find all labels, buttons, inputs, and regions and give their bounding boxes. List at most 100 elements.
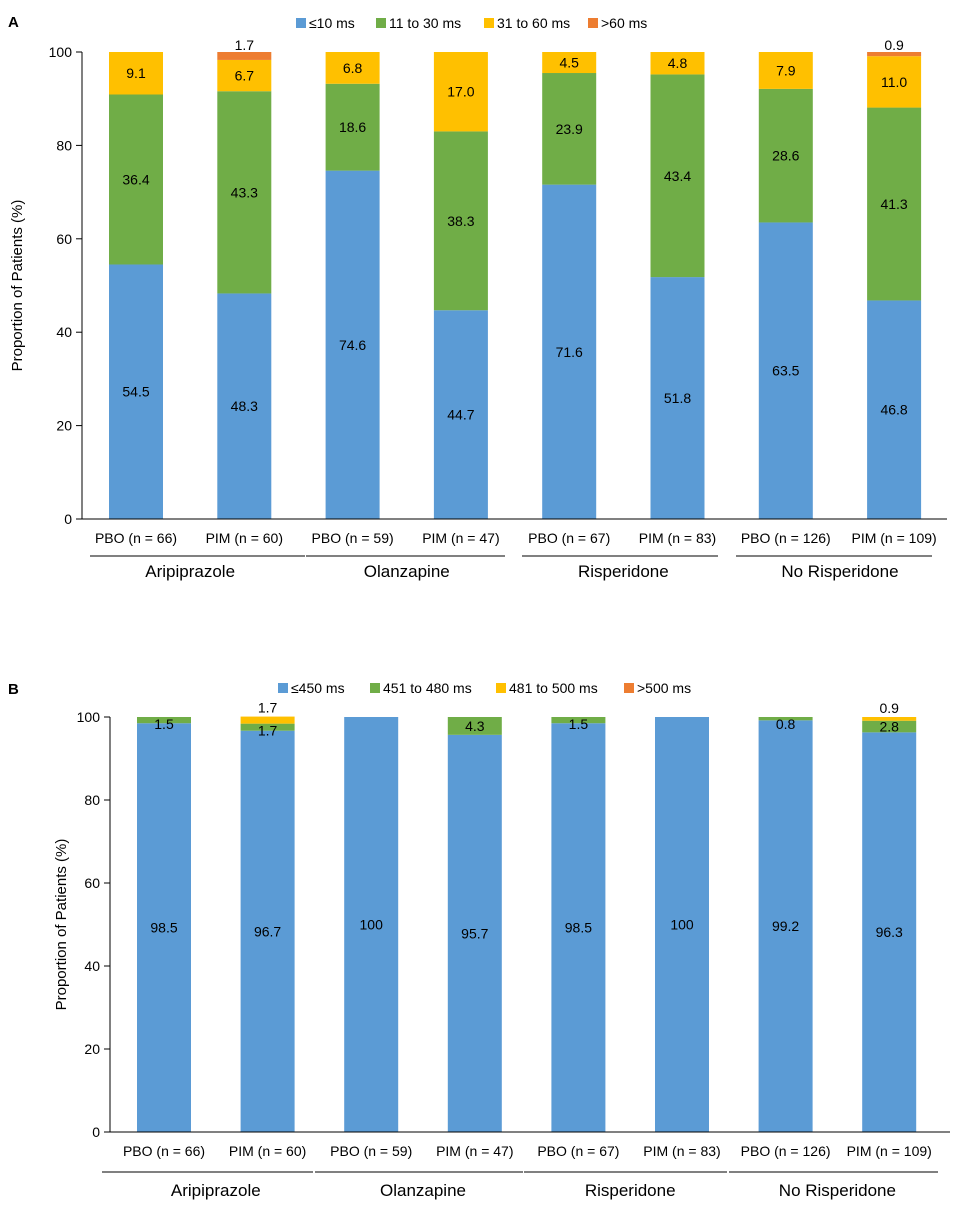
panel-label: B — [8, 681, 19, 698]
x-tick-label: PIM (n = 47) — [422, 530, 499, 546]
group-label: Olanzapine — [364, 562, 450, 581]
bar-segment — [650, 74, 705, 278]
x-tick-label: PIM (n = 109) — [847, 1143, 932, 1159]
data-label: 48.3 — [231, 398, 258, 414]
data-label: 38.3 — [447, 213, 474, 229]
x-tick-label: PIM (n = 60) — [229, 1143, 306, 1159]
y-tick-label: 100 — [77, 709, 101, 725]
bar-segment — [542, 52, 597, 74]
data-label: 6.8 — [343, 60, 363, 76]
data-label: 6.7 — [235, 68, 255, 84]
bar-segment — [447, 734, 502, 1132]
legend-label: >60 ms — [601, 15, 647, 31]
data-label: 17.0 — [447, 84, 474, 100]
data-label: 23.9 — [556, 121, 583, 137]
group-label: Risperidone — [578, 562, 669, 581]
y-tick-label: 80 — [56, 137, 72, 153]
x-tick-label: PBO (n = 126) — [741, 1143, 831, 1159]
x-tick-label: PBO (n = 126) — [741, 530, 831, 546]
data-label: 43.4 — [664, 168, 691, 184]
data-label: 7.9 — [776, 62, 796, 78]
data-label: 46.8 — [880, 402, 907, 418]
bar-segment — [217, 59, 272, 92]
panel-b: B ≤450 ms 451 to 480 ms 481 to 500 ms >500 m… — [8, 680, 950, 1200]
data-label: 1.5 — [154, 716, 174, 732]
x-tick-label: PBO (n = 59) — [312, 530, 394, 546]
data-label: 98.5 — [565, 920, 592, 936]
bar-segment — [240, 730, 295, 1132]
data-label: 96.7 — [254, 923, 281, 939]
data-label: 100 — [360, 917, 384, 933]
y-tick-label: 0 — [92, 1124, 100, 1140]
data-label: 1.7 — [258, 723, 278, 739]
y-axis-label: Proportion of Patients (%) — [53, 839, 70, 1011]
bar-segment — [240, 723, 295, 731]
bar-segment — [867, 52, 922, 57]
x-tick-label: PBO (n = 67) — [537, 1143, 619, 1159]
data-label: 9.1 — [126, 65, 146, 81]
bar-segment — [758, 52, 813, 89]
x-tick-label: PIM (n = 83) — [643, 1143, 720, 1159]
y-tick-label: 80 — [84, 792, 100, 808]
data-label: 11.0 — [881, 74, 907, 90]
bar-segment — [137, 717, 191, 724]
bar-segment — [137, 723, 191, 1132]
x-tick-label: PBO (n = 66) — [123, 1143, 205, 1159]
y-tick-label: 100 — [49, 44, 73, 60]
y-tick-label: 20 — [84, 1041, 100, 1057]
legend-label: 11 to 30 ms — [389, 15, 461, 31]
legend-swatch — [588, 18, 598, 28]
y-axis-label: Proportion of Patients (%) — [9, 200, 26, 372]
bar-segment — [433, 310, 488, 519]
legend-swatch — [376, 18, 386, 28]
bar-segment — [758, 720, 813, 1132]
data-label: 43.3 — [231, 184, 258, 200]
bar-segment — [551, 723, 606, 1132]
legend-label: 31 to 60 ms — [497, 15, 570, 31]
data-label: 44.7 — [447, 407, 474, 423]
y-tick-label: 40 — [84, 958, 100, 974]
legend-swatch — [278, 683, 288, 693]
bar-segment — [542, 73, 597, 185]
bar-segment — [758, 717, 813, 721]
bar-segment — [551, 717, 606, 724]
data-label: 36.4 — [122, 171, 149, 187]
x-tick-label: PIM (n = 109) — [851, 530, 936, 546]
x-tick-label: PIM (n = 83) — [639, 530, 716, 546]
data-label: 41.3 — [880, 196, 907, 212]
panel-label: A — [8, 14, 19, 31]
x-tick-label: PIM (n = 47) — [436, 1143, 513, 1159]
bar-segment — [867, 56, 922, 108]
x-tick-label: PBO (n = 66) — [95, 530, 177, 546]
panel-a: A ≤10 ms 11 to 30 ms 31 to 60 ms >60 ms Propo… — [8, 14, 947, 581]
y-tick-label: 60 — [84, 875, 100, 891]
data-label: 98.5 — [150, 920, 177, 936]
data-label: 4.3 — [465, 718, 485, 734]
group-label: No Risperidone — [779, 1181, 896, 1200]
data-label: 51.8 — [664, 390, 691, 406]
bar-segment — [217, 293, 272, 519]
data-label: 18.6 — [339, 119, 366, 135]
data-label: 63.5 — [772, 363, 799, 379]
data-label: 95.7 — [461, 925, 488, 941]
data-label: 71.6 — [556, 344, 583, 360]
y-tick-label: 60 — [56, 231, 72, 247]
x-tick-label: PBO (n = 67) — [528, 530, 610, 546]
bar-segment — [325, 170, 380, 520]
data-label: 1.7 — [235, 37, 255, 53]
data-label: 1.5 — [569, 716, 589, 732]
legend-label: ≤10 ms — [309, 15, 355, 31]
legend-label: >500 ms — [637, 680, 691, 696]
bar-segment — [433, 131, 488, 311]
data-label: 4.8 — [668, 55, 688, 71]
bar-segment — [650, 52, 705, 75]
group-label: Risperidone — [585, 1181, 676, 1200]
group-label: No Risperidone — [781, 562, 898, 581]
bar-segment — [862, 732, 917, 1132]
legend-swatch — [484, 18, 494, 28]
legend-swatch — [496, 683, 506, 693]
data-label: 74.6 — [339, 337, 366, 353]
data-label: 2.8 — [879, 719, 899, 735]
bar-segment — [109, 52, 163, 95]
